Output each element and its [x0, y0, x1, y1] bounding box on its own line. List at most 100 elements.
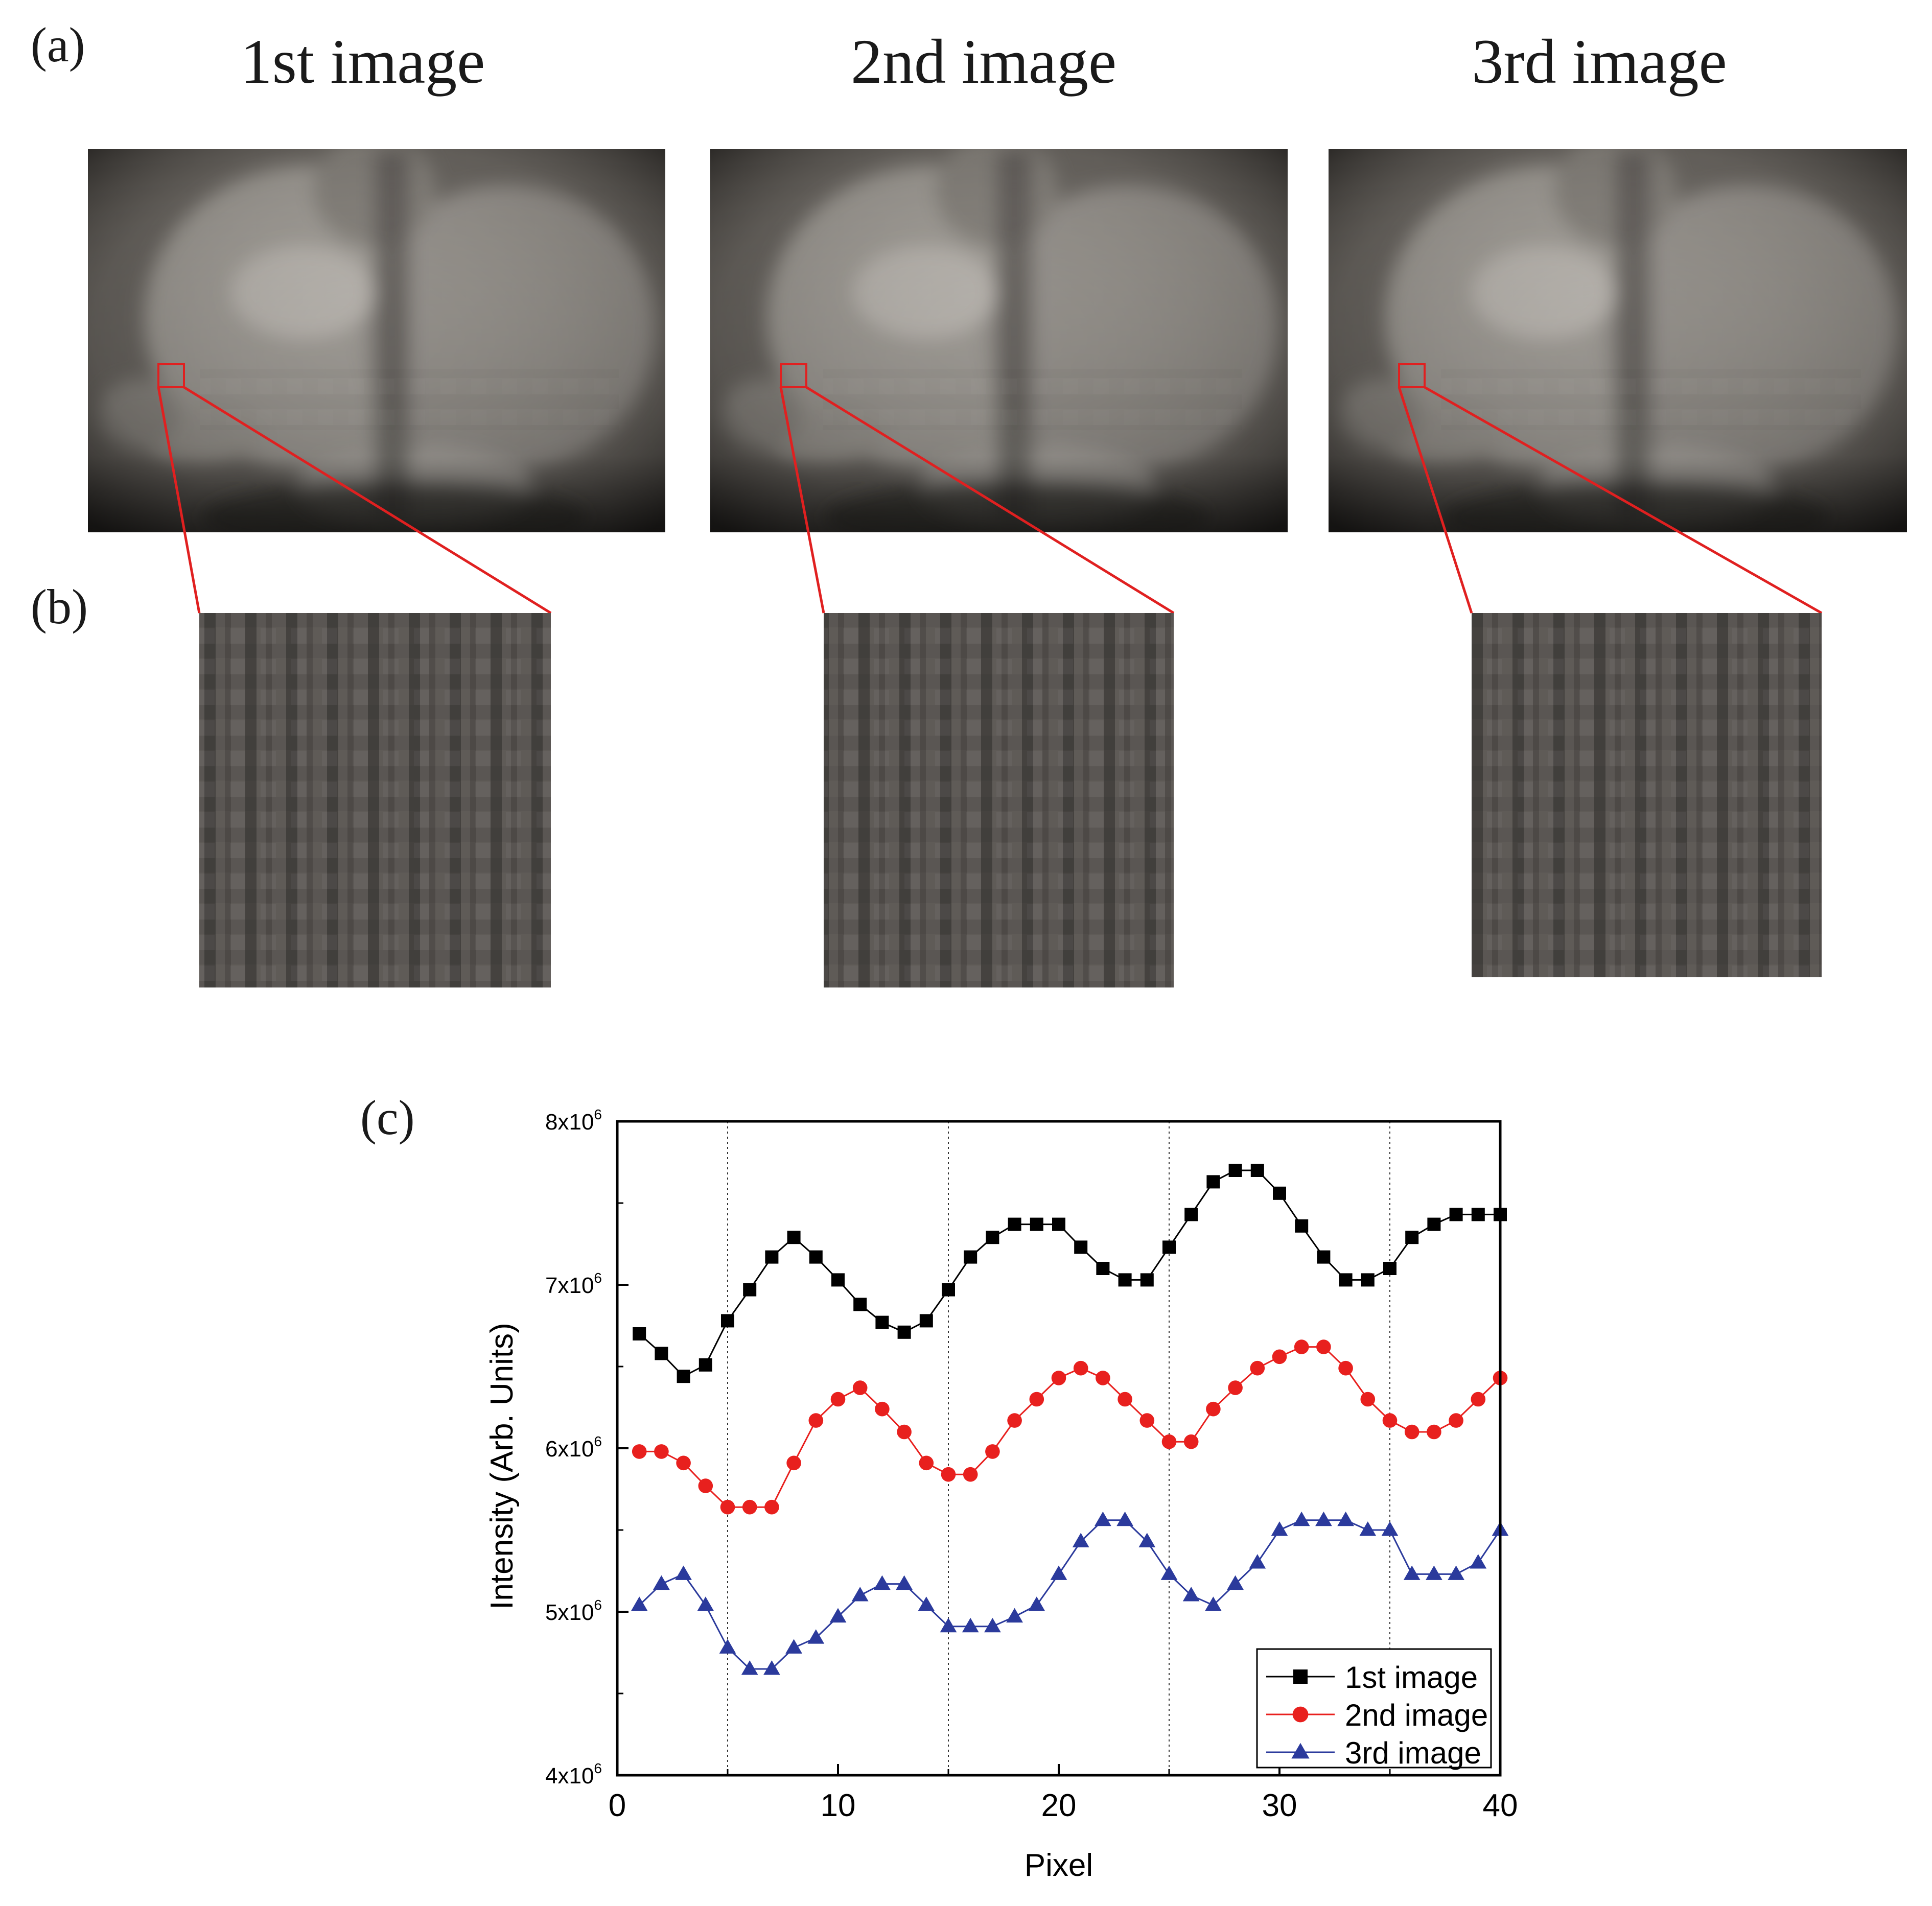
data-point	[1008, 1217, 1021, 1231]
data-point	[830, 1392, 846, 1407]
data-point	[940, 1617, 957, 1633]
zoom-line-right	[1424, 386, 1823, 615]
data-point	[875, 1315, 889, 1329]
data-point	[962, 1617, 979, 1633]
data-point	[963, 1467, 978, 1482]
legend-label: 2nd image	[1345, 1698, 1488, 1732]
x-tick-label: 20	[1041, 1788, 1077, 1823]
data-point	[986, 1231, 999, 1244]
data-point	[1072, 1533, 1089, 1547]
data-point	[1052, 1217, 1065, 1231]
x-tick-label: 30	[1262, 1788, 1297, 1823]
data-point	[1183, 1434, 1199, 1449]
series-3	[631, 1511, 1509, 1675]
data-point	[698, 1478, 713, 1493]
data-point	[1315, 1511, 1332, 1526]
data-point	[1250, 1164, 1264, 1177]
x-axis-ticks: 0 10 20 30 40	[609, 1764, 1518, 1823]
data-point	[808, 1413, 824, 1428]
data-point	[787, 1231, 801, 1244]
image-1-title: 1st image	[241, 27, 485, 97]
data-point	[874, 1575, 891, 1590]
data-point	[1160, 1565, 1178, 1580]
data-point	[1471, 1392, 1486, 1407]
series-2	[632, 1339, 1508, 1515]
data-point	[633, 1327, 646, 1340]
data-point	[1448, 1565, 1464, 1580]
data-point	[1316, 1339, 1331, 1354]
data-point	[653, 1575, 670, 1590]
data-point	[1382, 1413, 1398, 1428]
data-point	[1427, 1424, 1441, 1440]
data-point	[1383, 1262, 1396, 1275]
data-point	[1449, 1208, 1463, 1221]
data-point	[1381, 1521, 1399, 1536]
x-tick-label: 40	[1483, 1788, 1518, 1823]
data-point	[1449, 1413, 1463, 1428]
data-point	[743, 1283, 757, 1297]
data-point	[896, 1575, 913, 1590]
data-point	[1338, 1360, 1353, 1376]
data-point	[1294, 1339, 1309, 1354]
data-point	[1361, 1273, 1375, 1287]
zoom-line-left	[779, 387, 825, 614]
data-point	[1206, 1401, 1221, 1417]
y-tick-label: 4x106	[545, 1760, 602, 1789]
legend-marker	[1291, 1743, 1310, 1759]
zoom-line-right	[805, 386, 1175, 615]
data-point	[1360, 1392, 1376, 1407]
series-1	[633, 1164, 1507, 1383]
data-point	[720, 1499, 735, 1515]
data-point	[897, 1325, 911, 1339]
image-2-title: 2nd image	[851, 27, 1116, 97]
data-point	[1006, 1608, 1023, 1623]
data-point	[853, 1298, 867, 1311]
data-point	[1205, 1596, 1222, 1611]
data-point	[1337, 1511, 1354, 1526]
data-point	[654, 1444, 669, 1459]
data-point	[765, 1250, 779, 1264]
data-point	[1403, 1565, 1421, 1580]
data-point	[1161, 1434, 1177, 1449]
zoom-crop-3	[1472, 613, 1822, 977]
data-point	[1139, 1413, 1155, 1428]
series-line	[639, 1519, 1501, 1670]
data-point	[1095, 1511, 1111, 1526]
data-point	[919, 1314, 933, 1328]
data-point	[764, 1499, 779, 1515]
data-point	[1028, 1596, 1045, 1611]
y-axis-ticks: 4x106 5x106 6x106 7x106 8x106	[545, 1107, 629, 1789]
y-tick-label: 5x106	[545, 1597, 602, 1625]
data-point	[897, 1424, 912, 1440]
data-point	[1427, 1217, 1441, 1231]
data-point	[831, 1273, 845, 1287]
data-point	[1138, 1533, 1156, 1547]
data-point	[1339, 1273, 1353, 1287]
data-point	[1073, 1360, 1088, 1376]
x-axis-label: Pixel	[1025, 1848, 1093, 1883]
legend-marker	[1293, 1669, 1308, 1684]
data-point	[1295, 1219, 1309, 1233]
panel-a-label: (a)	[31, 17, 85, 72]
data-point	[875, 1401, 890, 1417]
data-point	[964, 1250, 977, 1264]
data-point	[1426, 1565, 1442, 1580]
data-point	[809, 1250, 823, 1264]
zoom-line-left	[1398, 387, 1473, 614]
data-point	[1227, 1575, 1244, 1590]
data-point	[829, 1608, 847, 1623]
data-point	[1118, 1273, 1132, 1287]
legend-item-2: 2nd image	[1266, 1698, 1488, 1732]
camera-image-3	[1329, 149, 1907, 615]
x-tick-label: 10	[821, 1788, 856, 1823]
camera-image-1	[88, 149, 665, 615]
y-tick-label: 7x106	[545, 1270, 602, 1298]
roi-box	[1398, 363, 1426, 388]
data-point	[1273, 1186, 1286, 1200]
data-point	[1029, 1392, 1044, 1407]
data-point	[1096, 1262, 1110, 1275]
legend-marker	[1292, 1706, 1309, 1723]
y-tick-label: 6x106	[545, 1433, 602, 1462]
